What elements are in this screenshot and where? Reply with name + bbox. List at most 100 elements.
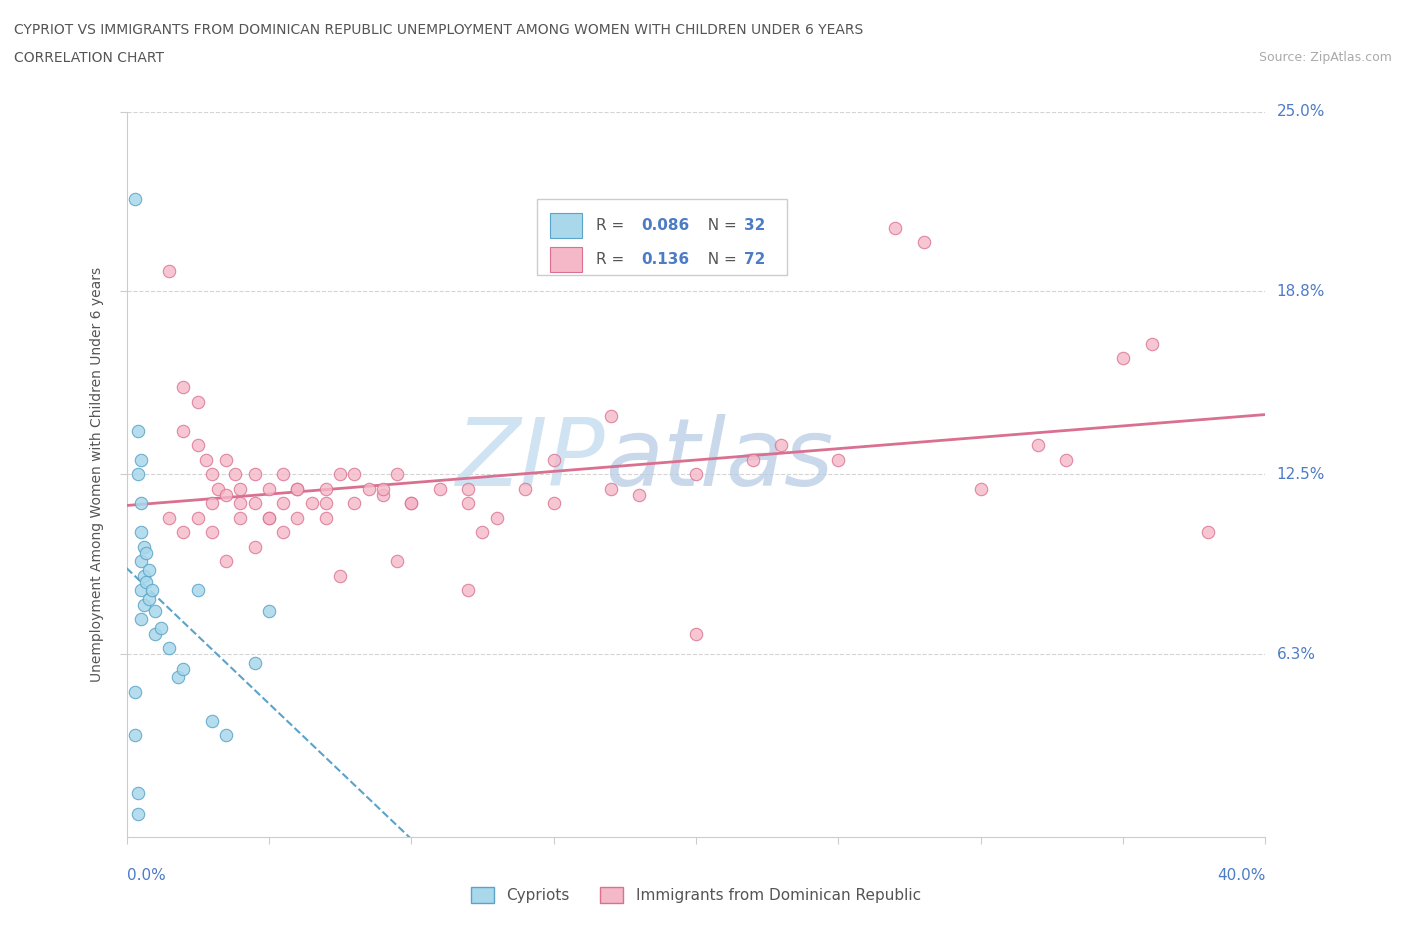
Point [329, 568, 352, 583]
Point [271, 525, 294, 539]
Point [224, 467, 246, 482]
Point [201, 496, 224, 511]
Point [457, 482, 479, 497]
Point [1140, 337, 1163, 352]
Text: 25.0%: 25.0% [1277, 104, 1324, 119]
Point [138, 591, 160, 606]
Point [287, 511, 309, 525]
Text: atlas: atlas [605, 414, 834, 505]
Point [201, 525, 224, 539]
Point [243, 539, 266, 554]
Point [135, 574, 157, 589]
Point [1026, 438, 1049, 453]
Point [157, 511, 180, 525]
Point [143, 604, 166, 618]
Text: 32: 32 [744, 218, 765, 232]
Bar [550, 213, 582, 238]
Text: 0.0%: 0.0% [127, 868, 166, 883]
Text: Source: ZipAtlas.com: Source: ZipAtlas.com [1258, 51, 1392, 64]
Point [457, 496, 479, 511]
Point [215, 554, 238, 569]
Point [357, 482, 380, 497]
Point [301, 496, 323, 511]
Point [685, 467, 707, 482]
Y-axis label: Unemployment Among Women with Children Under 6 years: Unemployment Among Women with Children U… [90, 267, 104, 682]
Point [257, 482, 280, 497]
Point [884, 220, 907, 235]
Point [201, 713, 224, 728]
Point [257, 604, 280, 618]
Point [187, 583, 209, 598]
Point [215, 487, 238, 502]
Text: 40.0%: 40.0% [1218, 868, 1265, 883]
Point [970, 482, 993, 497]
Point [172, 423, 194, 438]
Point [257, 511, 280, 525]
Point [429, 482, 451, 497]
Point [599, 482, 621, 497]
Point [343, 467, 366, 482]
Point [371, 487, 394, 502]
Point [287, 482, 309, 497]
Text: 12.5%: 12.5% [1277, 467, 1324, 482]
Point [166, 670, 188, 684]
Point [385, 467, 408, 482]
Point [628, 487, 651, 502]
Point [1054, 452, 1077, 467]
Point [129, 452, 152, 467]
Point [912, 234, 935, 249]
Point [543, 496, 565, 511]
Point [1198, 525, 1220, 539]
Point [315, 496, 337, 511]
Legend: Cypriots, Immigrants from Dominican Republic: Cypriots, Immigrants from Dominican Repu… [465, 881, 927, 910]
Point [187, 511, 209, 525]
Point [1112, 351, 1135, 365]
Point [124, 728, 146, 743]
Point [172, 661, 194, 676]
Point [124, 684, 146, 699]
Point [127, 786, 149, 801]
Point [599, 409, 621, 424]
Point [271, 467, 294, 482]
Text: 0.136: 0.136 [641, 252, 689, 267]
Point [229, 482, 252, 497]
Point [315, 511, 337, 525]
Point [215, 728, 238, 743]
Point [127, 806, 149, 821]
Text: CYPRIOT VS IMMIGRANTS FROM DOMINICAN REPUBLIC UNEMPLOYMENT AMONG WOMEN WITH CHIL: CYPRIOT VS IMMIGRANTS FROM DOMINICAN REP… [14, 23, 863, 37]
Text: N =: N = [699, 218, 742, 232]
Text: CORRELATION CHART: CORRELATION CHART [14, 51, 165, 65]
Point [157, 641, 180, 656]
Point [243, 467, 266, 482]
Point [149, 620, 172, 635]
Text: 72: 72 [744, 252, 765, 267]
Point [271, 496, 294, 511]
Point [172, 379, 194, 394]
Point [172, 525, 194, 539]
Point [143, 627, 166, 642]
Text: ZIP: ZIP [456, 414, 605, 505]
Point [129, 496, 152, 511]
Point [132, 568, 155, 583]
Point [243, 656, 266, 671]
Point [401, 496, 423, 511]
Text: 0.086: 0.086 [641, 218, 689, 232]
Point [195, 452, 218, 467]
Point [201, 467, 224, 482]
Point [215, 452, 238, 467]
Point [471, 525, 494, 539]
Point [770, 438, 793, 453]
Point [685, 627, 707, 642]
Point [129, 612, 152, 627]
Point [141, 583, 163, 598]
Point [127, 423, 149, 438]
Point [385, 554, 408, 569]
Point [138, 563, 160, 578]
Point [207, 482, 229, 497]
Point [135, 545, 157, 560]
Text: R =: R = [596, 252, 628, 267]
Point [485, 511, 508, 525]
Bar [550, 246, 582, 272]
Point [129, 525, 152, 539]
Point [827, 452, 849, 467]
